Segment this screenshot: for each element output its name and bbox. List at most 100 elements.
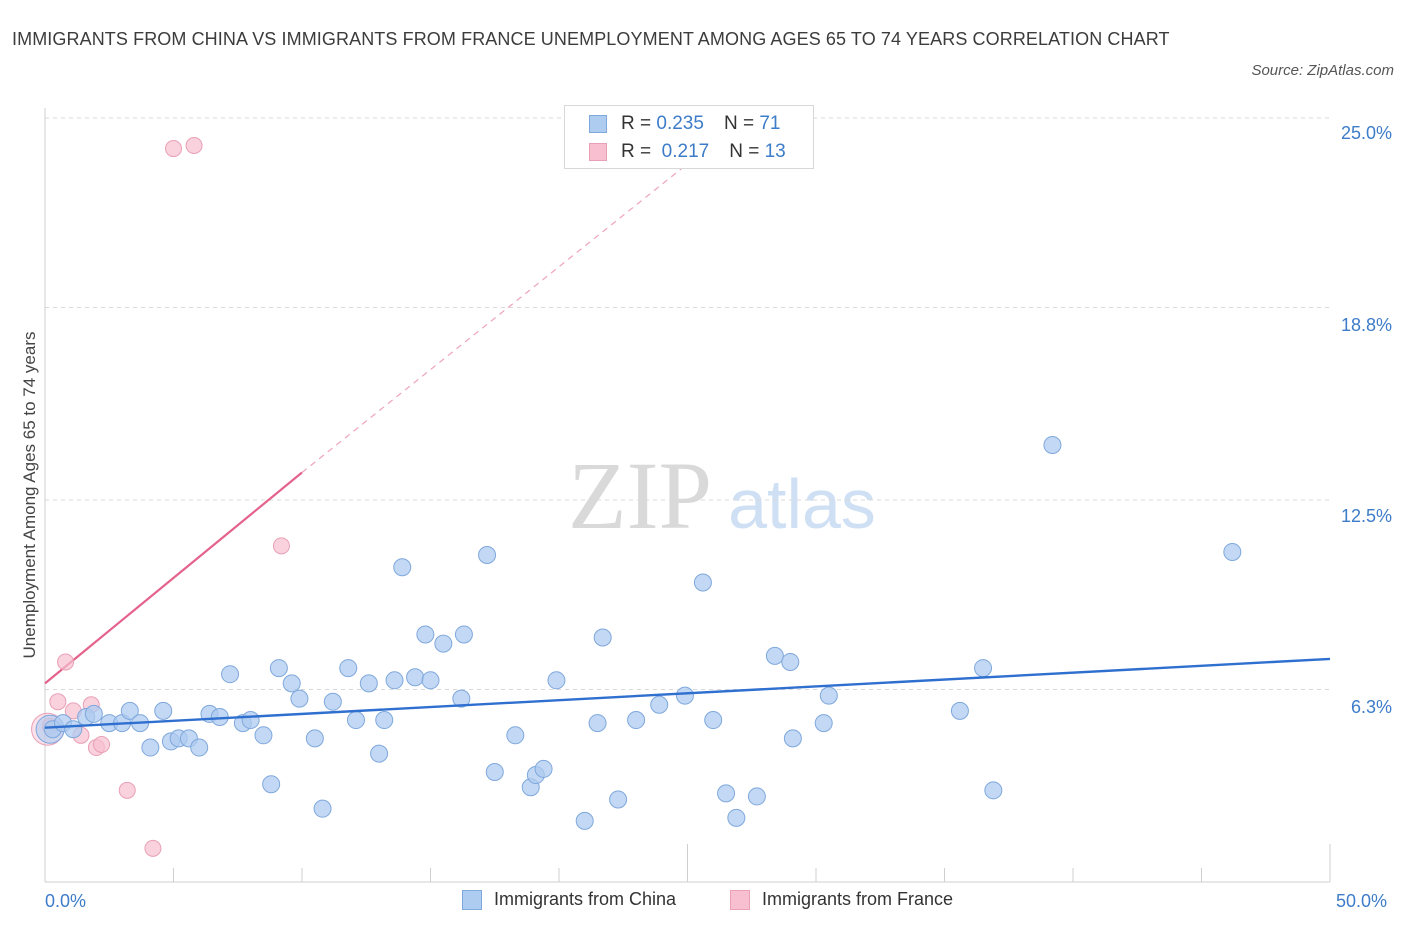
point-china-60 <box>765 646 784 665</box>
bottom-legend-label-china: Immigrants from China <box>494 889 677 909</box>
point-china-52 <box>627 711 646 730</box>
point-china-47 <box>547 671 566 690</box>
point-china-19 <box>241 711 260 730</box>
correlation-legend: R = 0.235 N = 71 R = 0.217 N = 13 <box>564 105 814 169</box>
y-tick-label-18.8: 18.8% <box>1340 315 1392 335</box>
point-china-64 <box>819 686 838 705</box>
point-china-42 <box>485 762 504 781</box>
point-france-10 <box>165 140 182 158</box>
y-tick-label-25.0: 25.0% <box>1340 123 1392 143</box>
point-china-50 <box>593 628 612 647</box>
point-china-69 <box>1223 542 1242 561</box>
point-china-46 <box>534 759 553 778</box>
gridlines <box>45 117 1330 690</box>
point-china-51 <box>609 790 628 809</box>
point-china-38 <box>434 634 453 653</box>
point-france-7 <box>93 735 111 753</box>
bottom-legend-france: Immigrants from France <box>730 889 953 910</box>
legend-n-label-france: N = <box>729 141 760 162</box>
watermark-atlas: atlas <box>728 465 876 543</box>
trendline-france-dashed <box>301 163 688 473</box>
point-france-2 <box>57 653 75 671</box>
legend-n-label-china: N = <box>723 113 755 134</box>
point-china-7 <box>120 701 139 720</box>
bottom-legend-swatch-china <box>462 889 482 910</box>
point-china-28 <box>339 659 358 678</box>
trendline-france-solid <box>44 471 303 685</box>
point-china-54 <box>675 686 694 705</box>
point-china-56 <box>704 711 723 730</box>
point-china-17 <box>221 665 240 684</box>
legend-r-value-france: 0.217 <box>661 141 710 162</box>
legend-r-label-china: R = <box>621 113 652 134</box>
point-china-25 <box>305 729 324 748</box>
axes <box>44 108 1331 883</box>
point-china-65 <box>950 701 969 720</box>
point-china-27 <box>323 692 342 711</box>
point-france-1 <box>49 693 67 711</box>
points-france <box>31 137 290 857</box>
watermark-zip: ZIP <box>568 442 712 549</box>
point-china-58 <box>727 808 746 827</box>
point-china-23 <box>282 674 301 693</box>
point-france-9 <box>144 839 162 857</box>
legend-swatch-france <box>589 143 607 161</box>
trendline-china <box>44 657 1331 729</box>
point-france-12 <box>272 537 290 555</box>
point-china-32 <box>375 711 394 730</box>
point-china-67 <box>984 781 1003 800</box>
point-france-8 <box>118 781 136 799</box>
source-credit: Source: ZipAtlas.com <box>1251 62 1394 79</box>
bottom-legend-china: Immigrants from China <box>462 889 676 910</box>
point-china-62 <box>783 729 802 748</box>
point-china-36 <box>416 625 435 644</box>
legend-r-value-china: 0.235 <box>656 113 704 134</box>
trendline-france <box>44 163 688 685</box>
point-china-2 <box>64 720 83 739</box>
point-china-26 <box>313 799 332 818</box>
x-tick-label-max: 50.0% <box>1336 891 1388 911</box>
point-china-30 <box>359 674 378 693</box>
legend-row-france: R = 0.217 N = 13 <box>589 141 786 163</box>
point-china-68 <box>1043 435 1062 454</box>
point-china-9 <box>141 738 160 757</box>
legend-row-china: R = 0.235 N = 71 <box>589 113 780 135</box>
x-tick-label-min: 0.0% <box>45 891 87 911</box>
point-china-21 <box>262 775 281 794</box>
point-china-33 <box>385 671 404 690</box>
trendline-china-solid <box>44 657 1331 729</box>
point-china-14 <box>190 738 209 757</box>
point-china-49 <box>588 714 607 733</box>
point-china-20 <box>254 726 273 745</box>
point-china-22 <box>269 659 288 678</box>
point-china-37 <box>421 671 440 690</box>
point-france-11 <box>185 137 203 155</box>
point-china-66 <box>974 659 993 678</box>
bottom-legend-swatch-france <box>730 889 750 910</box>
point-china-34 <box>393 558 412 577</box>
legend-n-value-china: 71 <box>759 113 781 134</box>
legend-n-value-france: 13 <box>764 141 786 162</box>
point-china-40 <box>454 625 473 644</box>
legend-r-label-france: R = <box>621 141 652 162</box>
point-china-24 <box>290 689 309 708</box>
point-china-48 <box>575 811 594 830</box>
point-china-39 <box>452 689 471 708</box>
point-china-53 <box>650 695 669 714</box>
point-china-59 <box>747 787 766 806</box>
legend-swatch-china <box>589 115 607 133</box>
point-china-43 <box>506 726 525 745</box>
chart-title: IMMIGRANTS FROM CHINA VS IMMIGRANTS FROM… <box>12 29 1170 49</box>
point-china-61 <box>781 652 800 671</box>
point-china-55 <box>693 573 712 592</box>
point-china-41 <box>478 546 497 565</box>
y-tick-label-6.3: 6.3% <box>1350 697 1392 717</box>
point-china-10 <box>154 701 173 720</box>
point-china-4 <box>84 704 103 723</box>
bottom-legend-label-france: Immigrants from France <box>762 889 954 909</box>
point-china-63 <box>814 714 833 733</box>
point-china-35 <box>406 668 425 687</box>
watermark: ZIP atlas <box>568 442 876 549</box>
point-china-57 <box>717 784 736 803</box>
